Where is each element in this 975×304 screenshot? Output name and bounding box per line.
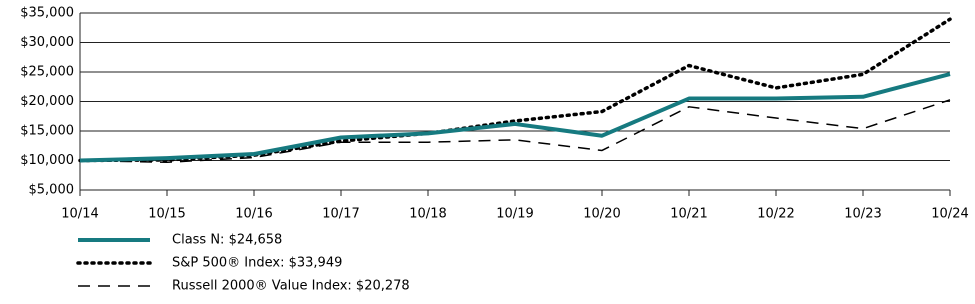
y-tick-label: $20,000	[20, 94, 74, 109]
x-tick-label: 10/15	[148, 207, 185, 222]
x-tick-label: 10/16	[235, 207, 272, 222]
legend-label: S&P 500® Index: $33,949	[172, 256, 342, 271]
series-line	[79, 99, 951, 164]
x-tick-label: 10/19	[496, 207, 533, 222]
y-tick-label: $25,000	[20, 65, 74, 80]
y-tick-label: $15,000	[20, 124, 74, 139]
x-tick-label: 10/24	[931, 207, 968, 222]
x-tick-label: 10/22	[757, 207, 794, 222]
x-tick-label: 10/14	[61, 207, 98, 222]
legend-label: Class N: $24,658	[172, 233, 282, 248]
x-tick-label: 10/17	[322, 207, 359, 222]
x-tick-label: 10/23	[844, 207, 881, 222]
x-tick-label: 10/18	[409, 207, 446, 222]
y-tick-label: $10,000	[20, 153, 74, 168]
series-line	[79, 72, 951, 163]
x-tick-label: 10/20	[583, 207, 620, 222]
series-line	[78, 17, 952, 163]
y-tick-label: $35,000	[20, 6, 74, 21]
x-tick-label: 10/21	[670, 207, 707, 222]
legend-label: Russell 2000® Value Index: $20,278	[172, 279, 410, 294]
y-tick-label: $5,000	[29, 183, 75, 198]
y-tick-label: $30,000	[20, 35, 74, 50]
